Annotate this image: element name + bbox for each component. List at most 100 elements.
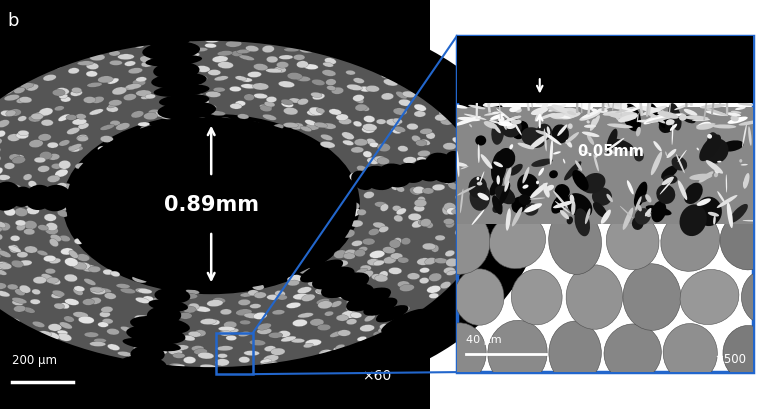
Ellipse shape [567,217,573,225]
Ellipse shape [500,117,521,124]
Ellipse shape [501,118,521,138]
Ellipse shape [455,228,465,236]
Ellipse shape [35,333,46,339]
Ellipse shape [707,135,712,139]
Ellipse shape [345,250,357,256]
Ellipse shape [303,343,313,348]
Ellipse shape [83,97,96,104]
Ellipse shape [352,241,362,247]
Ellipse shape [71,146,83,152]
Ellipse shape [608,114,636,120]
Ellipse shape [0,253,1,259]
Ellipse shape [293,55,305,61]
Ellipse shape [321,280,333,285]
Ellipse shape [574,209,590,237]
Ellipse shape [12,300,24,306]
Ellipse shape [0,291,10,297]
Ellipse shape [78,137,88,142]
Ellipse shape [41,120,53,127]
Ellipse shape [445,220,455,228]
Ellipse shape [660,111,665,120]
Ellipse shape [362,238,375,245]
Ellipse shape [623,208,634,230]
Ellipse shape [342,230,355,238]
Ellipse shape [560,211,569,220]
Ellipse shape [563,160,565,164]
Ellipse shape [273,125,283,130]
Ellipse shape [55,106,65,112]
Ellipse shape [270,348,285,355]
Ellipse shape [84,332,99,337]
Ellipse shape [464,148,475,157]
Text: b: b [8,12,19,30]
Ellipse shape [592,188,612,206]
Ellipse shape [705,111,727,117]
Ellipse shape [374,157,386,163]
Ellipse shape [152,349,167,355]
Ellipse shape [47,278,59,284]
Ellipse shape [125,365,141,371]
Ellipse shape [481,155,492,169]
Ellipse shape [462,246,474,252]
Ellipse shape [28,116,41,123]
Ellipse shape [14,328,25,334]
Ellipse shape [359,247,368,252]
Ellipse shape [148,110,161,116]
Ellipse shape [564,162,581,181]
Ellipse shape [272,310,285,315]
Ellipse shape [372,222,386,229]
Ellipse shape [136,321,146,326]
Ellipse shape [549,171,558,179]
Ellipse shape [109,61,122,66]
Ellipse shape [31,189,41,198]
Ellipse shape [8,135,20,142]
Ellipse shape [694,117,709,121]
Ellipse shape [396,164,425,184]
Ellipse shape [7,319,20,325]
Ellipse shape [313,94,325,101]
Ellipse shape [647,209,651,216]
Ellipse shape [553,191,568,209]
Ellipse shape [672,124,674,146]
Ellipse shape [553,201,574,209]
Ellipse shape [415,141,427,147]
Ellipse shape [206,92,221,98]
Ellipse shape [581,180,604,193]
Ellipse shape [601,210,611,224]
Ellipse shape [400,306,410,311]
Ellipse shape [412,136,421,143]
Ellipse shape [422,188,434,195]
Ellipse shape [554,184,570,199]
Ellipse shape [179,313,192,319]
Ellipse shape [98,288,111,293]
Ellipse shape [396,187,405,193]
Ellipse shape [94,49,105,55]
Ellipse shape [704,139,729,164]
Ellipse shape [743,220,763,222]
Ellipse shape [590,116,600,132]
Ellipse shape [108,344,120,351]
Ellipse shape [445,152,473,180]
Ellipse shape [338,330,351,336]
Ellipse shape [381,73,394,79]
Ellipse shape [548,105,566,112]
Ellipse shape [394,238,402,244]
Ellipse shape [318,301,333,309]
Text: 40 μm: 40 μm [466,334,502,344]
Ellipse shape [390,253,402,260]
Ellipse shape [179,98,194,102]
Ellipse shape [608,151,617,155]
Ellipse shape [547,127,551,135]
Ellipse shape [253,312,267,319]
Ellipse shape [748,127,752,146]
Ellipse shape [615,107,636,114]
Ellipse shape [398,146,408,153]
Ellipse shape [612,101,627,108]
Ellipse shape [0,168,3,176]
Ellipse shape [212,57,228,63]
Ellipse shape [147,306,181,325]
Ellipse shape [98,76,113,84]
Ellipse shape [348,274,362,281]
Ellipse shape [21,83,34,89]
Ellipse shape [173,101,184,106]
